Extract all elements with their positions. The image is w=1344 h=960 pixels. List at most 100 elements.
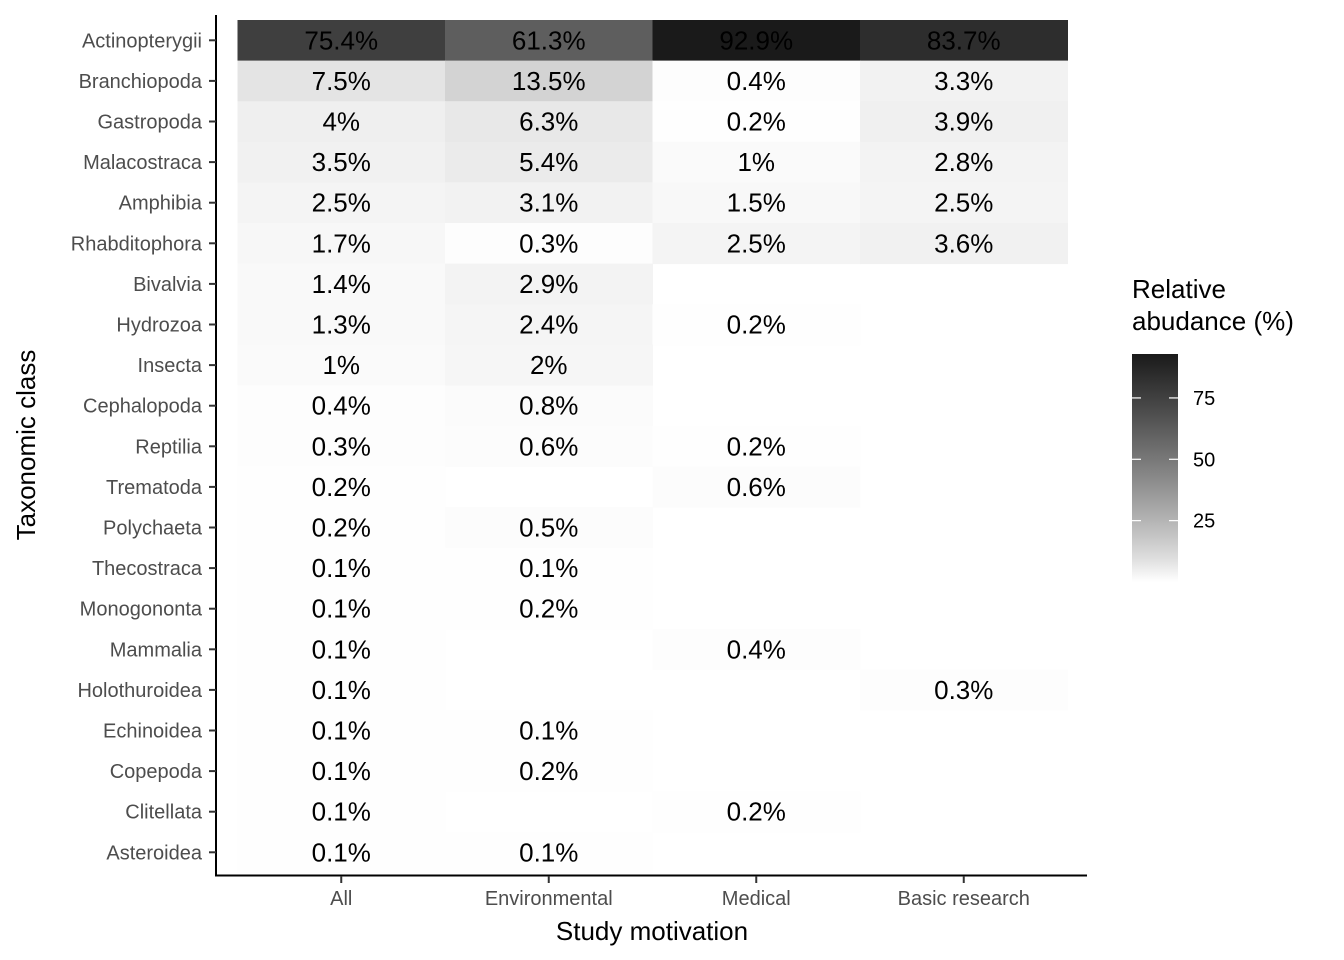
heatmap-cell	[652, 182, 861, 224]
heatmap-cell	[445, 223, 653, 265]
cell-value-label: 83.7%	[927, 25, 1001, 55]
heatmap-cell	[652, 20, 861, 62]
cell-value-label: 2.5%	[312, 188, 371, 218]
y-tick-label: Cephalopoda	[83, 396, 203, 418]
heatmap-cell	[237, 669, 446, 711]
heatmap-cell	[237, 588, 446, 630]
cell-value-label: 0.1%	[312, 553, 371, 583]
heatmap-cell	[652, 791, 861, 833]
cell-value-label: 61.3%	[512, 25, 586, 55]
y-tick-label: Rhabditophora	[71, 233, 203, 255]
y-axis-ticks: Actinopterygii Branchiopoda Gastropoda Mala…	[71, 30, 216, 864]
cell-value-label: 2.5%	[934, 188, 993, 218]
heatmap-cell	[237, 629, 446, 671]
cell-value-label: 3.1%	[519, 188, 578, 218]
cell-value-label: 0.2%	[519, 756, 578, 786]
heatmap-cell	[237, 832, 446, 874]
cell-value-label: 0.1%	[312, 716, 371, 746]
legend-tick-label: 50	[1193, 449, 1215, 471]
y-tick-label: Branchiopoda	[79, 71, 203, 93]
heatmap-cell	[652, 304, 861, 346]
legend-title-line-1: Relative	[1132, 274, 1226, 304]
legend-tick-label: 75	[1193, 388, 1215, 410]
cell-value-label: 0.1%	[519, 553, 578, 583]
x-tick-label: Environmental	[485, 888, 613, 910]
heatmap-cell	[652, 426, 861, 468]
y-tick-label: Reptilia	[135, 436, 203, 458]
y-tick-label: Echinoidea	[103, 721, 203, 743]
heatmap-cell	[237, 223, 446, 265]
cell-value-label: 3.5%	[312, 147, 371, 177]
heatmap-cell	[652, 141, 861, 183]
heatmap-cell	[237, 20, 446, 62]
heatmap-cell	[445, 588, 653, 630]
heatmap-cell	[860, 60, 1068, 102]
cell-value-label: 0.6%	[727, 472, 786, 502]
heatmap-cell	[237, 182, 446, 224]
cell-value-label: 3.9%	[934, 107, 993, 137]
legend-tick-label: 25	[1193, 511, 1215, 533]
cell-value-label: 0.2%	[312, 513, 371, 543]
heatmap-cell	[860, 101, 1068, 143]
cell-value-label: 0.1%	[312, 634, 371, 664]
y-tick-label: Polychaeta	[103, 518, 203, 540]
y-tick-label: Amphibia	[119, 193, 203, 215]
cell-value-label: 0.3%	[934, 675, 993, 705]
heatmap-cell	[445, 263, 653, 305]
cell-value-label: 1.4%	[312, 269, 371, 299]
cell-value-label: 0.4%	[727, 634, 786, 664]
cell-value-label: 0.2%	[312, 472, 371, 502]
heatmap-cell	[860, 182, 1068, 224]
cell-value-label: 0.2%	[727, 310, 786, 340]
x-tick-label: Medical	[722, 888, 791, 910]
heatmap-cell	[237, 426, 446, 468]
cell-value-label: 2%	[530, 350, 568, 380]
heatmap-cell	[652, 60, 861, 102]
cell-value-label: 0.1%	[519, 716, 578, 746]
heatmap-cell	[445, 385, 653, 427]
cell-value-label: 3.3%	[934, 66, 993, 96]
x-tick-label: Basic research	[898, 888, 1030, 910]
heatmap-cells	[237, 20, 1068, 874]
cell-value-label: 0.2%	[519, 594, 578, 624]
y-tick-label: Hydrozoa	[116, 315, 202, 337]
cell-value-label: 1%	[737, 147, 775, 177]
heatmap-cell	[445, 507, 653, 549]
y-tick-label: Mammalia	[110, 639, 203, 661]
heatmap-cell	[445, 141, 653, 183]
heatmap-cell	[237, 385, 446, 427]
cell-value-label: 0.6%	[519, 431, 578, 461]
x-tick-label: All	[330, 888, 352, 910]
cell-value-label: 0.8%	[519, 391, 578, 421]
heatmap-cell	[237, 710, 446, 752]
y-tick-label: Insecta	[138, 355, 203, 377]
cell-value-label: 0.3%	[519, 228, 578, 258]
y-tick-label: Holothuroidea	[77, 680, 202, 702]
y-tick-label: Asteroidea	[106, 842, 202, 864]
heatmap-cell	[445, 547, 653, 589]
cell-value-label: 1.5%	[727, 188, 786, 218]
y-tick-label: Gastropoda	[97, 112, 202, 134]
heatmap-cell	[445, 20, 653, 62]
cell-value-label: 0.3%	[312, 431, 371, 461]
y-tick-label: Copepoda	[110, 761, 203, 783]
heatmap-cell	[237, 101, 446, 143]
heatmap-cell	[237, 304, 446, 346]
cell-value-label: 0.4%	[312, 391, 371, 421]
cell-value-label: 2.8%	[934, 147, 993, 177]
heatmap-cell	[652, 629, 861, 671]
heatmap-cell	[237, 466, 446, 508]
heatmap-cell	[445, 101, 653, 143]
cell-value-label: 0.1%	[312, 837, 371, 867]
heatmap-cell	[860, 141, 1068, 183]
cell-value-label: 1.7%	[312, 228, 371, 258]
heatmap-cell	[652, 466, 861, 508]
cell-value-label: 92.9%	[719, 25, 793, 55]
heatmap-cell	[445, 182, 653, 224]
cell-value-label: 3.6%	[934, 228, 993, 258]
cell-value-label: 0.5%	[519, 513, 578, 543]
cell-value-label: 1.3%	[312, 310, 371, 340]
cell-value-label: 6.3%	[519, 107, 578, 137]
cell-value-label: 75.4%	[304, 25, 378, 55]
cell-value-label: 1%	[322, 350, 360, 380]
